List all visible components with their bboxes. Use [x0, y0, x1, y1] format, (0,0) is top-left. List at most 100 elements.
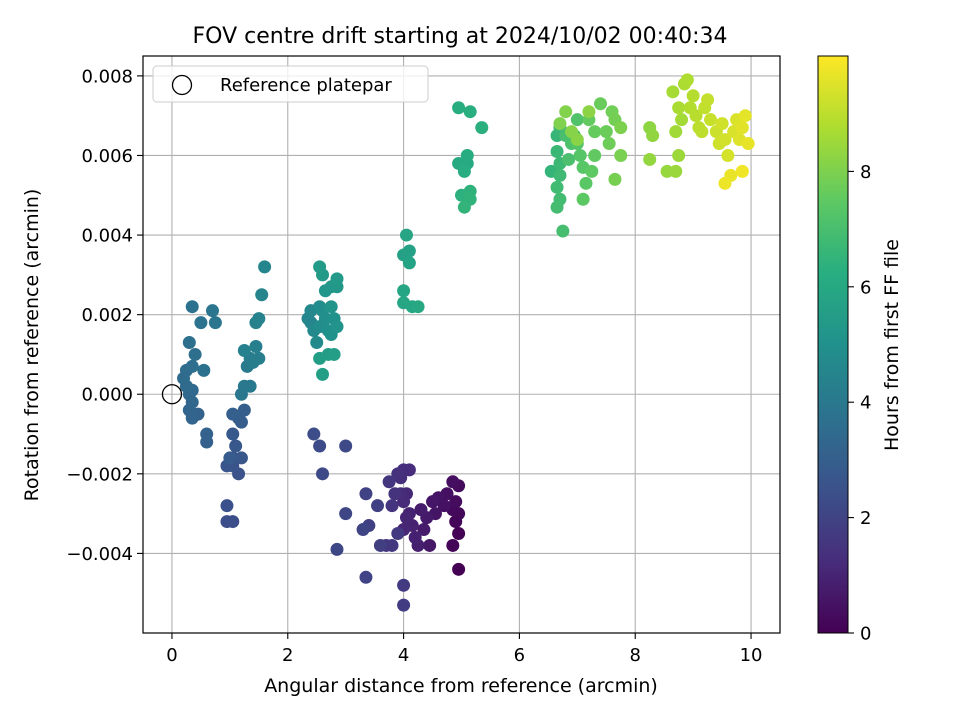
- plot-area-frame: [142, 55, 781, 634]
- data-point: [385, 499, 399, 513]
- data-point: [399, 511, 413, 525]
- data-point: [689, 109, 703, 123]
- data-point: [330, 542, 344, 556]
- y-axis-label: Rotation from reference (arcmin): [21, 189, 43, 502]
- data-point: [252, 351, 266, 365]
- data-point: [359, 487, 373, 501]
- data-point: [715, 117, 729, 131]
- data-point: [252, 312, 266, 326]
- data-point: [188, 347, 202, 361]
- y-tick-label: 0.002: [81, 305, 133, 326]
- y-tick-label: −0.004: [66, 544, 133, 565]
- data-point: [446, 475, 460, 489]
- y-tick-label: 0.004: [81, 226, 133, 247]
- data-point: [721, 148, 735, 162]
- data-point: [414, 503, 428, 517]
- data-point: [582, 105, 596, 119]
- data-point: [608, 172, 622, 186]
- data-point: [593, 97, 607, 111]
- data-point: [373, 538, 387, 552]
- data-point: [686, 89, 700, 103]
- data-point: [237, 343, 251, 357]
- data-point: [680, 73, 694, 87]
- data-point: [234, 415, 248, 429]
- data-point: [324, 300, 338, 314]
- data-point: [669, 125, 683, 139]
- data-point: [449, 495, 463, 509]
- data-point: [313, 351, 327, 365]
- y-tick-label: 0.000: [81, 385, 133, 406]
- data-point: [194, 316, 208, 330]
- data-point: [391, 467, 405, 481]
- data-point: [457, 200, 471, 214]
- legend-label: Reference platepar: [220, 75, 392, 96]
- data-point: [460, 148, 474, 162]
- data-point: [330, 272, 344, 286]
- y-tick-label: 0.008: [81, 66, 133, 87]
- data-point: [316, 467, 330, 481]
- data-point: [585, 164, 599, 178]
- colorbar-ticks: 0 2 4 6 8: [848, 162, 871, 645]
- data-point: [313, 260, 327, 274]
- data-point: [446, 538, 460, 552]
- data-point: [399, 228, 413, 242]
- data-point: [695, 125, 709, 139]
- colorbar-tick-label: 8: [860, 162, 871, 183]
- data-point: [388, 487, 402, 501]
- data-point: [741, 137, 755, 151]
- colorbar: 0 2 4 6 8 Hours from first FF file: [817, 55, 903, 645]
- data-point: [602, 137, 616, 151]
- data-point: [313, 439, 327, 453]
- data-point: [223, 451, 237, 465]
- data-point: [457, 164, 471, 178]
- data-point: [452, 101, 466, 115]
- data-point: [463, 105, 477, 119]
- data-point: [588, 148, 602, 162]
- data-point: [570, 113, 584, 127]
- data-point: [417, 523, 431, 537]
- data-point: [550, 180, 564, 194]
- data-point: [573, 148, 587, 162]
- data-point: [553, 168, 567, 182]
- data-point: [675, 113, 689, 127]
- data-point: [614, 148, 628, 162]
- data-point: [735, 164, 749, 178]
- data-point: [205, 304, 219, 318]
- data-point: [339, 507, 353, 521]
- y-tick-label: 0.006: [81, 146, 133, 167]
- data-point: [385, 538, 399, 552]
- x-axis-label: Angular distance from reference (arcmin): [264, 675, 658, 697]
- x-axis-ticks: 0 2 4 6 8 10: [166, 633, 762, 666]
- data-point: [738, 109, 752, 123]
- data-point: [452, 527, 466, 541]
- data-point: [559, 105, 573, 119]
- data-point: [197, 363, 211, 377]
- data-point: [735, 121, 749, 135]
- data-point: [397, 578, 411, 592]
- data-point: [234, 451, 248, 465]
- data-point: [570, 133, 584, 147]
- data-point: [718, 133, 732, 147]
- data-point: [339, 439, 353, 453]
- colorbar-tick-label: 6: [860, 277, 871, 298]
- data-point: [208, 316, 222, 330]
- data-point: [391, 527, 405, 541]
- x-tick-label: 0: [166, 645, 177, 666]
- colorbar-gradient: [817, 55, 849, 634]
- data-point: [411, 300, 425, 314]
- data-point: [599, 125, 613, 139]
- data-point: [426, 495, 440, 509]
- data-point: [553, 117, 567, 131]
- data-point: [359, 570, 373, 584]
- data-point: [316, 367, 330, 381]
- x-tick-label: 6: [514, 645, 525, 666]
- data-point: [229, 439, 243, 453]
- data-point: [666, 85, 680, 99]
- data-point: [310, 336, 324, 350]
- data-point: [397, 284, 411, 298]
- data-point: [576, 192, 590, 206]
- reference-point-marker: [161, 384, 183, 405]
- data-points: [161, 73, 755, 612]
- x-tick-label: 4: [398, 645, 409, 666]
